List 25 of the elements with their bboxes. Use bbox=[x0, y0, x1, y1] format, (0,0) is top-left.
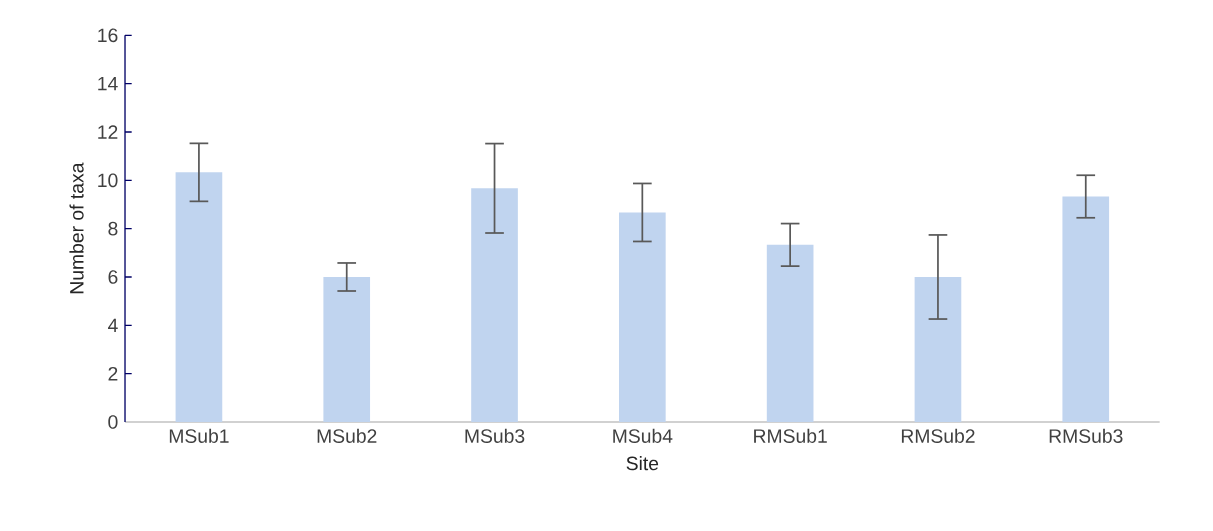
y-tick-label: 14 bbox=[98, 77, 118, 91]
y-axis-title: Number of taxa bbox=[69, 162, 84, 294]
bar bbox=[619, 212, 666, 422]
y-tick-label: 4 bbox=[107, 318, 118, 332]
bar bbox=[323, 276, 371, 422]
x-tick-label: MSub4 bbox=[613, 428, 673, 443]
x-tick-label: MSub3 bbox=[465, 428, 525, 443]
bar bbox=[1062, 196, 1110, 422]
y-tick-label: 8 bbox=[108, 221, 118, 236]
y-tick-label: 0 bbox=[108, 415, 118, 429]
bar bbox=[175, 172, 223, 422]
bar bbox=[914, 276, 962, 422]
y-tick-label: 12 bbox=[98, 125, 118, 139]
bar bbox=[766, 244, 814, 422]
y-tick-label: 2 bbox=[108, 366, 118, 381]
x-tick-label: RMSub2 bbox=[901, 428, 975, 443]
y-tick-label: 6 bbox=[108, 270, 118, 284]
x-tick-label: MSub1 bbox=[169, 428, 229, 443]
y-tick-label: 16 bbox=[98, 28, 118, 43]
x-axis-title: Site bbox=[626, 456, 659, 471]
bar bbox=[471, 188, 518, 422]
x-tick-label: RMSub1 bbox=[754, 428, 827, 443]
x-tick-label: RMSub3 bbox=[1049, 428, 1123, 443]
x-tick-label: MSub2 bbox=[317, 428, 377, 443]
y-tick-label: 10 bbox=[98, 173, 118, 188]
